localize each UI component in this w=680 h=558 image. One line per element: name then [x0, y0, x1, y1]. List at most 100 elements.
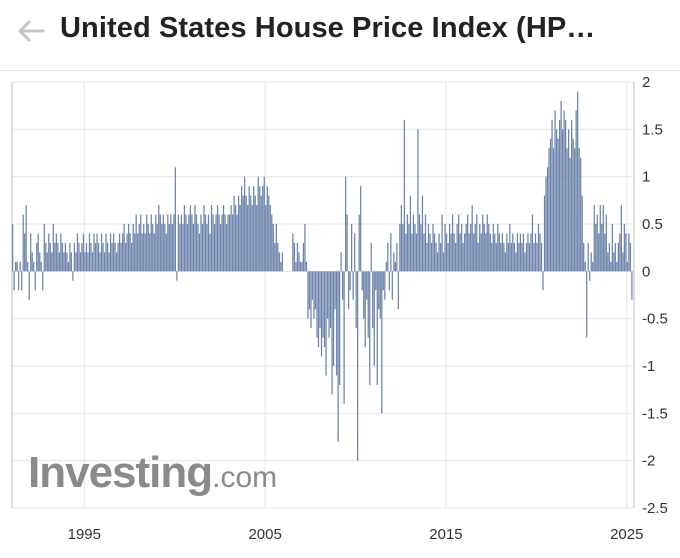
- chart-bar: [549, 138, 552, 272]
- chart-bar: [438, 233, 440, 272]
- chart-bar: [620, 205, 622, 272]
- chart-bar: [518, 242, 520, 272]
- chart-bar: [453, 233, 455, 272]
- chart-bar: [51, 252, 53, 272]
- chart-bar: [415, 233, 418, 272]
- chart-bar: [31, 252, 33, 272]
- chart-bar: [423, 233, 425, 272]
- chart-bar: [577, 91, 579, 272]
- chart-bar: [441, 214, 443, 272]
- chart-bar: [118, 233, 121, 272]
- chart-bar: [581, 195, 583, 272]
- chart-bar: [58, 252, 60, 272]
- chart-bar: [580, 157, 582, 272]
- chart-bar: [363, 271, 365, 319]
- chart-bar: [341, 271, 344, 300]
- chart-bar: [473, 233, 475, 272]
- chart-bar: [458, 214, 460, 272]
- chart-bar: [90, 242, 92, 272]
- chart-bar: [599, 205, 601, 272]
- chart-bar: [21, 271, 23, 291]
- chart-bar: [509, 224, 511, 272]
- chart-bar: [40, 261, 42, 272]
- chart-bar: [412, 214, 415, 272]
- chart-bar: [78, 242, 80, 272]
- chart-bar: [605, 214, 607, 272]
- chart-bar: [572, 138, 574, 272]
- y-tick-label: -0.5: [642, 311, 668, 328]
- chart-bar: [411, 233, 413, 272]
- chart-bar: [399, 224, 401, 272]
- chart-bar: [48, 233, 50, 272]
- chart-bar: [228, 214, 231, 272]
- chart-bar: [301, 261, 303, 272]
- chart-bar: [194, 205, 196, 272]
- chart-bar: [256, 205, 258, 272]
- chart-bar: [477, 242, 479, 272]
- chart-bar: [483, 224, 485, 272]
- chart-bar: [461, 224, 463, 272]
- chart-bar: [280, 261, 282, 272]
- chart-bar: [227, 214, 229, 272]
- chart-bar: [357, 271, 359, 461]
- chart-bar: [317, 271, 320, 348]
- chart-bar: [61, 242, 63, 272]
- chart-bar: [152, 224, 154, 272]
- chart-bar: [361, 271, 363, 291]
- chart-bar: [587, 242, 589, 272]
- chart-bar: [468, 233, 470, 272]
- chart-bar: [231, 214, 234, 272]
- chart-bar: [173, 214, 175, 272]
- chart-bar: [530, 233, 532, 272]
- chart-bar: [213, 224, 216, 272]
- chart-bar: [174, 167, 176, 272]
- chart-bar: [112, 233, 115, 272]
- chart-bar: [209, 233, 211, 272]
- chart-bar: [230, 205, 232, 272]
- chart-bar: [269, 205, 271, 272]
- chart-bar: [295, 261, 297, 272]
- chart-bar: [387, 242, 389, 272]
- chart-bar: [197, 224, 199, 272]
- chart-bar: [143, 224, 145, 272]
- chart-bar: [527, 233, 529, 272]
- x-tick-label: 2025: [610, 526, 643, 543]
- chart-bar: [292, 233, 294, 272]
- chart-bar: [250, 195, 252, 272]
- chart-bar: [429, 233, 431, 272]
- chart-bar: [366, 271, 368, 300]
- chart-bar: [72, 271, 74, 281]
- chart-bar: [451, 214, 454, 272]
- chart-bar: [88, 233, 91, 272]
- chart-bar: [403, 119, 406, 272]
- chart-bar: [182, 224, 184, 272]
- chart-bar: [313, 271, 315, 319]
- chart-bar: [277, 242, 279, 272]
- chart-bar: [91, 252, 94, 272]
- chart-bar: [244, 176, 246, 272]
- chart-bar: [135, 214, 137, 272]
- chart-bar: [524, 252, 526, 272]
- chart-bar: [427, 224, 430, 272]
- chart-bar: [515, 252, 517, 272]
- chart-bar: [75, 252, 77, 272]
- chart-bar: [19, 261, 21, 272]
- chart-bar: [512, 233, 514, 272]
- chart-bar: [168, 224, 170, 272]
- chart-bar: [454, 242, 457, 272]
- y-tick-label: -2: [642, 453, 655, 470]
- chart-bar: [212, 214, 214, 272]
- chart-bar: [421, 195, 424, 272]
- chart-bar: [67, 261, 70, 272]
- chart-bar: [500, 242, 502, 272]
- chart-bar: [85, 242, 88, 272]
- chart-bar: [354, 233, 356, 272]
- chart-bar: [94, 242, 97, 272]
- back-button[interactable]: [14, 14, 48, 48]
- chart-bar: [225, 224, 228, 272]
- chart-bar: [561, 129, 564, 272]
- chart-bar: [253, 186, 255, 272]
- chart-bar: [601, 224, 603, 272]
- chart-bar: [510, 242, 513, 272]
- chart-bar: [210, 205, 213, 272]
